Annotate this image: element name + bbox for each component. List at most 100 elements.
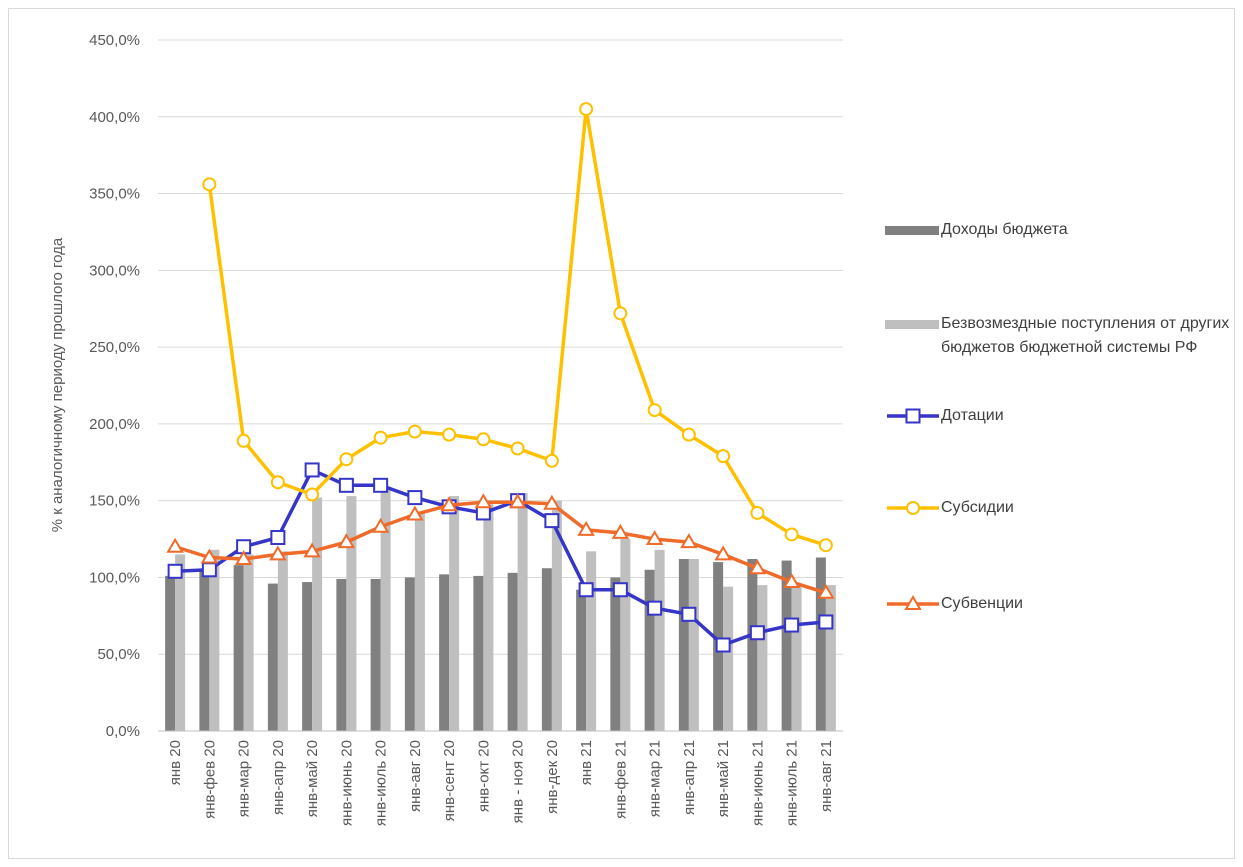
marker [904,595,922,610]
marker [476,432,491,447]
marker [406,505,424,521]
x-tick-label: янв-апр 20 [270,740,287,815]
legend-item: Доходы бюджета [885,218,1241,242]
bar [243,554,254,731]
x-tick-label: янв-окт 20 [475,740,492,812]
marker [407,490,423,506]
marker [201,562,217,578]
marker [750,505,765,520]
marker [544,453,559,468]
x-tick-label: янв-июнь 21 [749,740,766,826]
bar [723,586,734,731]
marker [715,637,731,653]
x-tick-label: янв-июнь 20 [338,740,355,826]
marker [544,513,560,529]
bar [507,572,518,731]
y-tick-label: 250,0% [89,339,140,356]
marker [579,102,594,117]
marker [748,559,767,575]
marker [714,545,732,561]
bar [654,549,665,731]
marker [749,625,765,641]
x-tick-label: янв-июль 21 [784,740,801,826]
x-tick-label: янв 20 [167,740,184,785]
y-tick-label: 200,0% [89,416,140,433]
marker [270,530,286,546]
y-tick-label: 150,0% [89,493,140,510]
marker [234,550,253,566]
bar [541,568,552,731]
bar [576,589,587,731]
bar [302,582,313,731]
bar [747,559,758,731]
marker [236,433,251,448]
marker [270,475,285,490]
marker [680,533,698,549]
marker [339,452,354,467]
bar [312,497,323,731]
marker [906,501,920,515]
bar [233,565,244,731]
marker [304,462,320,478]
y-tick-label: 50,0% [97,646,140,663]
x-tick-label: янв-апр 21 [681,740,698,815]
line [174,500,827,595]
legend-label: Доходы бюджета [941,221,1068,238]
marker [373,477,389,493]
marker [905,408,921,424]
x-tick-label: янв-май 21 [715,740,732,817]
x-tick-label: янв-авг 21 [818,740,835,812]
marker [202,177,217,192]
bar [439,574,450,731]
marker [612,582,628,598]
x-tick-label: янв-июль 20 [373,740,390,826]
marker [613,306,628,321]
bar [644,569,655,731]
bar [404,577,415,731]
legend-label: Субвенции [941,595,1023,612]
marker [647,403,662,418]
marker [303,542,321,558]
marker [784,617,800,633]
bar [267,583,278,731]
marker [611,523,630,539]
bar [449,496,460,731]
bar [688,559,699,731]
x-tick-label: янв-мар 20 [236,740,253,817]
marker [645,530,664,546]
marker [508,493,527,509]
x-tick-label: янв-дек 20 [544,740,561,814]
marker [373,430,388,445]
marker [818,614,834,630]
y-tick-label: 450,0% [89,32,140,49]
legend-item: Субсидии [885,496,1241,520]
bar [551,500,562,731]
marker [371,517,390,533]
x-tick-label: янв-фев 21 [612,740,629,819]
marker [716,449,731,464]
legend-label: Безвозмездные поступления от других бюдж… [941,315,1230,356]
marker [442,427,457,442]
bar [825,585,836,731]
legend-label: Дотации [941,407,1004,424]
marker [440,496,458,512]
marker [782,573,801,589]
bar [757,585,768,731]
bar [791,585,802,731]
x-tick-label: янв 21 [578,740,595,785]
marker [166,537,184,553]
legend-swatch [887,501,939,515]
legend-item: Безвозмездные поступления от других бюдж… [885,312,1241,360]
marker [543,494,561,510]
bar [165,575,176,731]
marker [681,427,696,442]
bar [209,549,220,731]
legend-label: Субсидии [941,499,1014,516]
x-tick-label: янв-фев 20 [201,740,218,819]
marker [407,424,422,439]
legend-swatch [885,320,939,329]
y-tick-label: 100,0% [89,569,140,586]
marker [200,548,219,564]
